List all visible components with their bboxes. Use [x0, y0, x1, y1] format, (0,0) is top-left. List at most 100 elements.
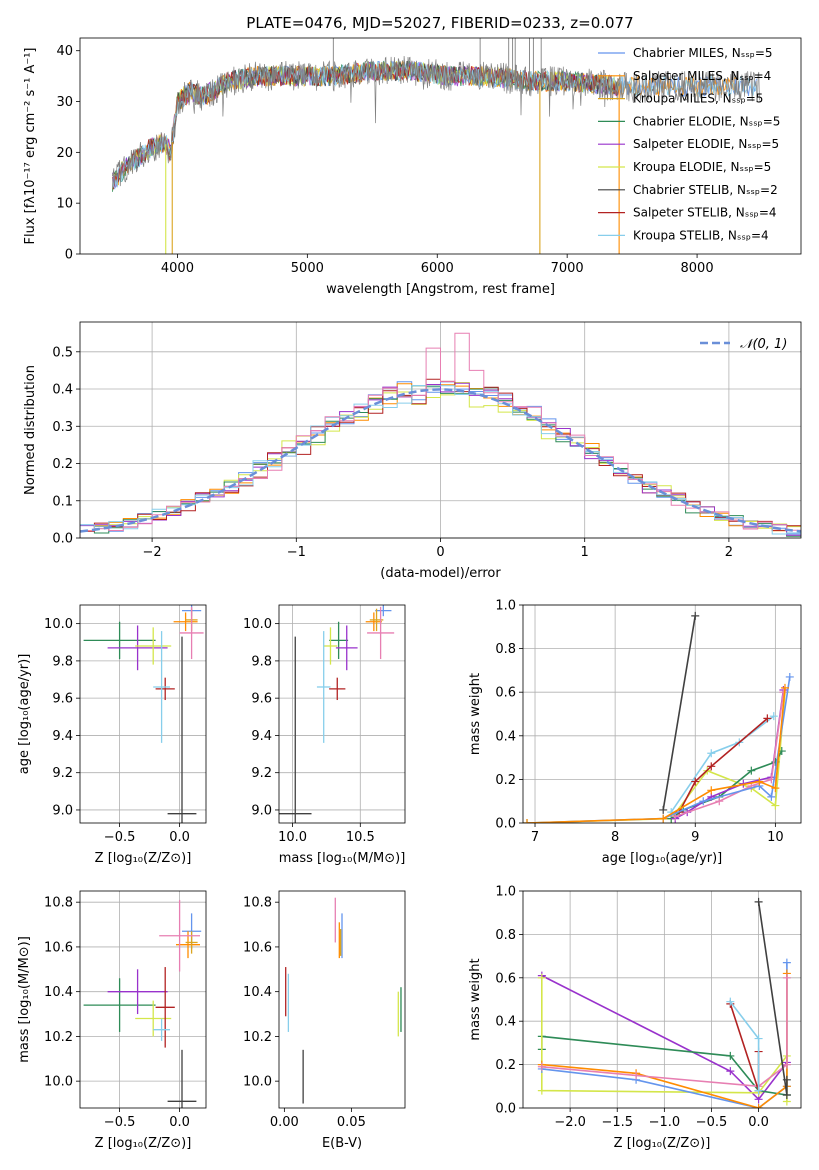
series-marker: [537, 1062, 546, 1071]
y-axis-label: Normed distribution: [23, 365, 38, 495]
legend-label: Chabrier STELIB, Nₛₛₚ=2: [633, 183, 778, 197]
series-marker: [754, 1086, 763, 1095]
y-tick-label: 10.0: [243, 1075, 272, 1090]
series-line-0: [526, 692, 786, 823]
legend-label: Kroupa ELODIE, Nₛₛₚ=5: [633, 160, 771, 174]
series-marker: [659, 814, 668, 823]
x-tick-label: 10: [767, 830, 784, 845]
mass_weight_vs_age-plot-area: [523, 611, 794, 823]
x-axis-label: Z [log₁₀(Z/Z⊙)]: [95, 1136, 192, 1151]
x-tick-label: 0.05: [337, 1115, 366, 1130]
series-marker: [767, 792, 776, 801]
age_vs_Z-frame: [79, 604, 207, 824]
panel-mass_vs_EBV: 0.00 0.05 10.0 10.2 10.4 10.6 10.8 E(B-V): [243, 890, 406, 1151]
x-tick-label: 5000: [291, 261, 324, 276]
x-tick-label: 0.0: [169, 1115, 190, 1130]
x-tick-label: −2: [143, 545, 162, 560]
y-tick-label: 40: [56, 44, 73, 59]
series-marker: [769, 712, 778, 721]
x-axis-label: age [log₁₀(age/yr)]: [602, 851, 723, 866]
errorbar-point: [155, 677, 175, 701]
y-tick-label: 9.4: [52, 729, 73, 744]
series-marker: [707, 749, 716, 758]
mass_weight_vs_Z-plot-area: [537, 897, 791, 1108]
series-marker: [537, 973, 546, 982]
errorbar-point: [159, 899, 200, 972]
y-tick-label: 10.0: [44, 1075, 73, 1090]
y-tick-label: 10.8: [243, 896, 272, 911]
errorbar-point: [153, 631, 170, 743]
series-marker: [755, 777, 764, 786]
y-tick-label: 0: [65, 248, 73, 263]
series-marker: [779, 688, 788, 697]
normal-curve: [80, 388, 801, 533]
x-tick-label: 0: [436, 545, 444, 560]
series-marker: [691, 777, 700, 786]
series-marker: [747, 766, 756, 775]
panel-residuals: −2 −1 0 1 2 0.0 0.1 0.2 0.3 0.4 0.5 (data-model)/er…: [23, 321, 802, 581]
y-tick-label: 0.0: [52, 532, 73, 547]
y-tick-label: 30: [56, 95, 73, 110]
series-marker: [715, 797, 724, 806]
errorbar-point: [316, 631, 331, 743]
mass_vs_EBV-frame: [278, 890, 406, 1109]
x-axis-label: Z [log₁₀(Z/Z⊙)]: [95, 851, 192, 866]
spectrum-plot-area: [112, 38, 760, 254]
x-tick-label: 9: [691, 830, 699, 845]
errorbar-point: [179, 606, 204, 660]
y-tick-label: 0.2: [495, 1058, 516, 1073]
series-marker: [780, 683, 789, 692]
y-tick-label: 10.2: [44, 1030, 73, 1045]
legend-label: Chabrier MILES, Nₛₛₚ=5: [633, 46, 773, 60]
series-marker: [537, 1086, 546, 1095]
y-tick-label: 9.0: [52, 803, 73, 818]
series-marker: [726, 997, 735, 1006]
y-axis-label: mass weight: [468, 958, 483, 1040]
legend-label: Chabrier ELODIE, Nₛₛₚ=5: [633, 114, 780, 128]
y-tick-label: 0.3: [52, 420, 73, 435]
y-tick-label: 0.4: [495, 729, 516, 744]
y-axis-label: Flux [fλ10⁻¹⁷ erg cm⁻² s⁻¹ A⁻¹]: [23, 48, 38, 245]
errorbar-point: [135, 627, 172, 665]
series-marker: [754, 897, 763, 906]
errorbar-point: [107, 625, 168, 671]
errorbar-point: [83, 978, 156, 1032]
x-tick-label: −1.0: [649, 1115, 681, 1130]
y-tick-label: 10.0: [44, 617, 73, 632]
residuals-plot-area: [80, 332, 801, 538]
legend-label: Kroupa MILES, Nₛₛₚ=5: [633, 92, 763, 106]
mass_vs_Z-plot-area: [83, 899, 202, 1108]
mass_vs_EBV-plot-area: [285, 897, 402, 1104]
y-tick-label: 9.6: [52, 692, 73, 707]
x-tick-label: 1: [581, 545, 589, 560]
series-marker: [782, 1090, 791, 1099]
series-marker: [754, 1104, 763, 1108]
x-tick-label: −2.0: [554, 1115, 586, 1130]
y-axis-label: age [log₁₀(age/yr)]: [17, 654, 32, 775]
y-tick-label: 10.0: [243, 617, 272, 632]
series-line-6: [674, 692, 785, 818]
y-tick-label: 9.4: [251, 729, 272, 744]
y-tick-label: 0.1: [52, 494, 73, 509]
series-marker: [782, 958, 791, 967]
x-axis-label: (data-model)/error: [380, 566, 501, 581]
x-tick-label: 0.0: [169, 830, 190, 845]
mass_vs_Z-frame: [79, 890, 207, 1109]
data-spectrum: [112, 55, 760, 188]
series-line-5: [678, 717, 768, 813]
series-marker: [785, 672, 794, 681]
x-tick-label: 4000: [161, 261, 194, 276]
series-line-7: [526, 676, 791, 823]
series-marker: [782, 973, 791, 982]
spectrum-legend: Chabrier MILES, Nₛₛₚ=5 Salpeter MILES, Nₛ…: [598, 46, 780, 242]
legend-label: Salpeter ELODIE, Nₛₛₚ=5: [633, 137, 779, 151]
x-tick-label: −1: [287, 545, 306, 560]
y-tick-label: 0.0: [495, 817, 516, 832]
y-tick-label: 0.4: [495, 1015, 516, 1030]
y-tick-label: 0.2: [495, 773, 516, 788]
x-tick-label: 2: [725, 545, 733, 560]
panel-age_vs_mass: 10.0 10.5 9.0 9.2 9.4 9.6 9.8 10.0 mass [log₁₀(M…: [243, 604, 406, 866]
spectrum-frame: [79, 37, 802, 255]
y-tick-label: 10.4: [243, 985, 272, 1000]
